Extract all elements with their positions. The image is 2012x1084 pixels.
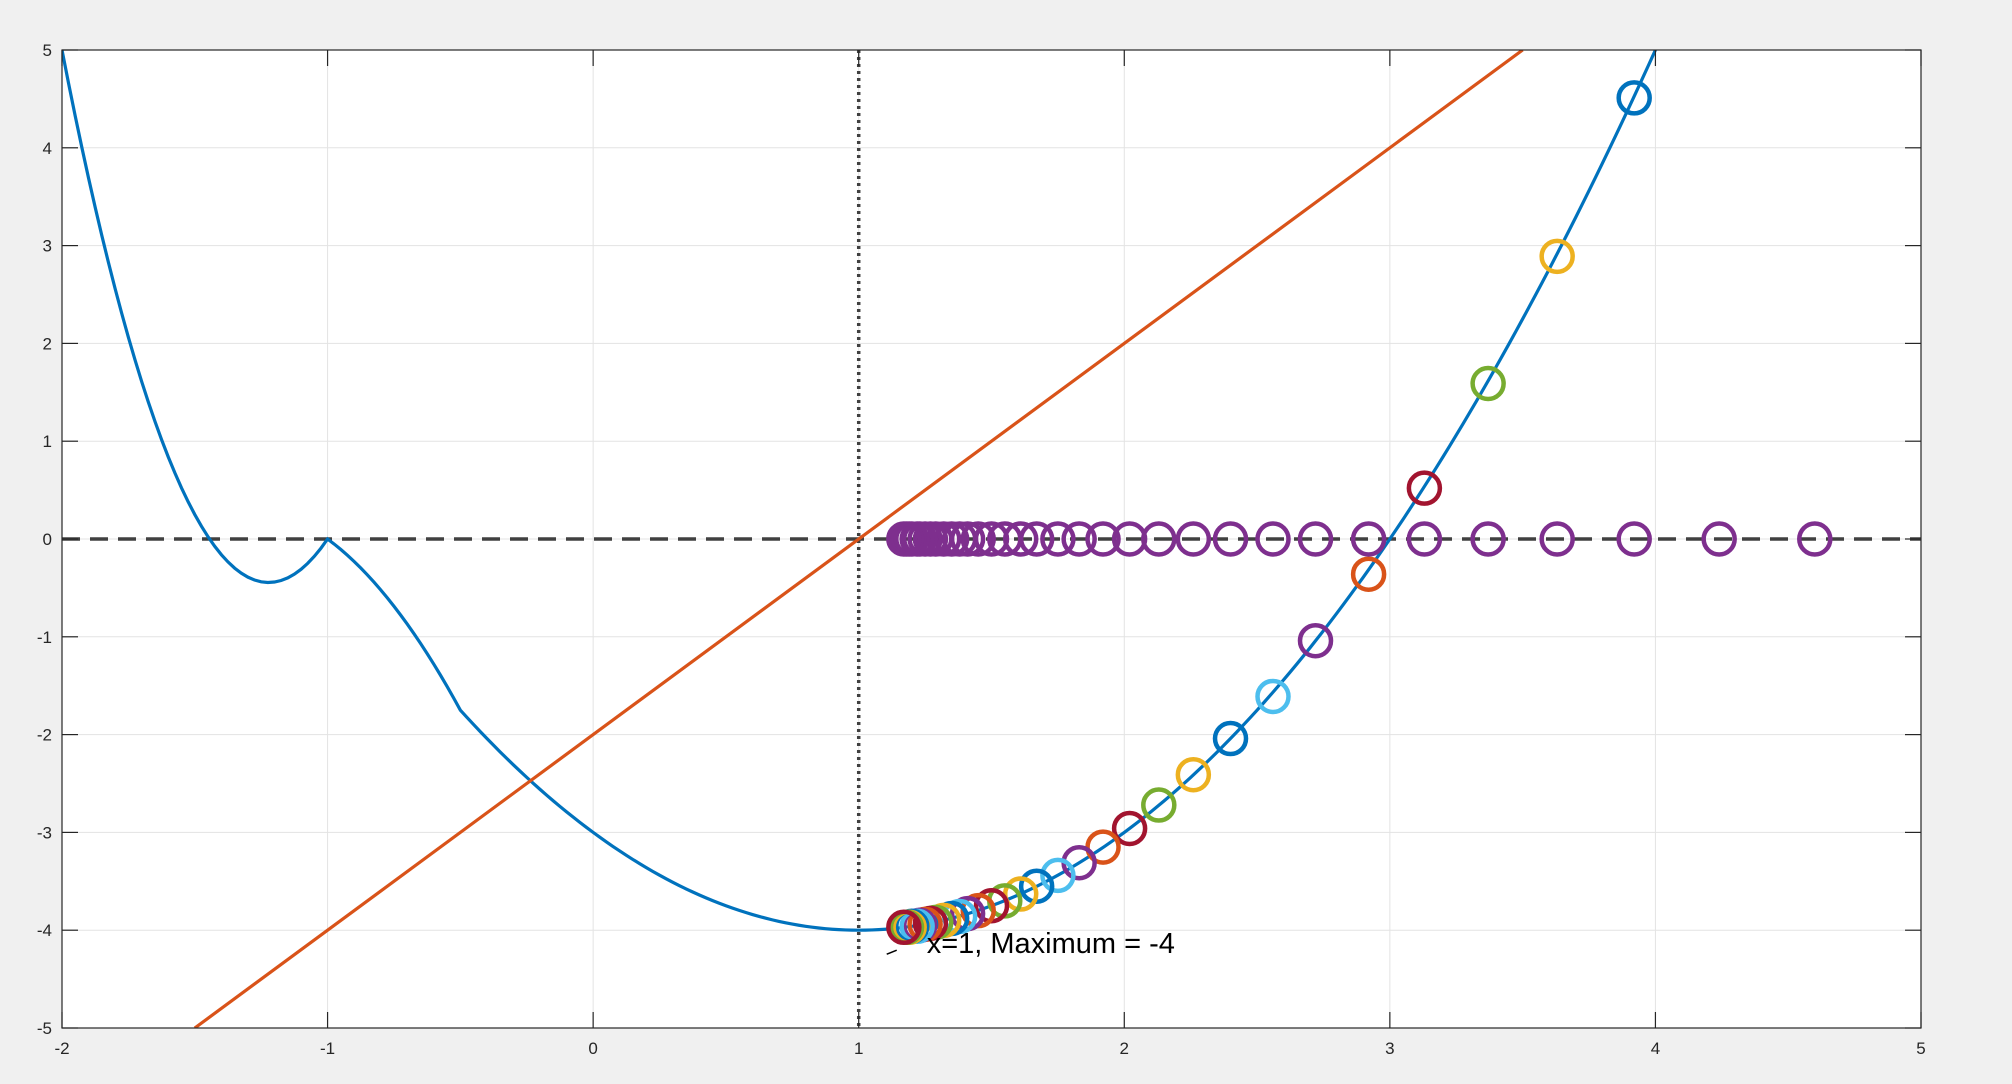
circle-marker [1040,521,1076,557]
circle-marker [1040,857,1076,894]
circle-marker [1085,829,1121,865]
circle-marker [1111,521,1148,557]
circle-marker [1297,521,1334,557]
circle-marker [1406,521,1443,557]
circle-marker [1111,810,1148,847]
circle-marker [1616,521,1652,557]
y-tick-label: 3 [43,237,52,256]
series-line-1 [193,50,1524,1028]
circle-marker [1470,365,1506,402]
circle-marker [1212,521,1249,557]
x-tick-label: -1 [320,1039,335,1058]
y-tick-label: -5 [37,1019,52,1038]
circle-marker [1350,521,1387,557]
x-tick-label: -2 [54,1039,69,1058]
circle-marker [1297,622,1334,659]
circle-marker [1797,521,1833,557]
circle-marker [1255,521,1291,557]
series-line-0 [62,50,1657,932]
y-tick-label: -4 [37,921,52,940]
circle-marker [1141,787,1177,823]
circle-marker [1085,521,1121,557]
circle-marker [1350,556,1387,592]
circle-marker [1002,876,1039,912]
y-tick-label: 1 [43,432,52,451]
annotations: x=1, Maximum = -4 [886,928,1175,960]
y-tick-label: 0 [43,530,52,549]
x-tick-label: 3 [1385,1039,1394,1058]
axis-ticks: -2 -1 0 1 2 3 4 5 -5 -4 -3 -2 -1 0 1 2 3 4 5 [37,41,1926,1058]
circle-marker [886,521,922,557]
circle-marker [960,521,996,557]
annotation-arrow [886,949,897,955]
plot-series [62,50,1833,1028]
x-tick-label: 1 [854,1039,863,1058]
y-tick-label: -2 [37,726,52,745]
circle-marker [987,521,1023,557]
y-tick-label: 5 [43,41,52,60]
circle-marker [1061,521,1097,557]
circle-marker [1539,238,1575,275]
y-tick-label: 4 [43,139,52,158]
circle-marker [1255,678,1291,715]
circle-marker [1175,756,1212,793]
circle-marker [1212,720,1249,757]
circle-marker [886,909,922,946]
circle-marker [1616,80,1652,116]
circle-marker [1406,470,1443,506]
circle-marker [1701,521,1737,557]
circle-marker [1175,521,1212,557]
circle-marker [1539,521,1575,557]
circle-marker [1470,521,1506,557]
y-tick-label: -3 [37,823,52,842]
x-tick-label: 2 [1120,1039,1129,1058]
x-tick-label: 0 [588,1039,597,1058]
x-tick-label: 5 [1916,1039,1925,1058]
y-tick-label: -1 [37,628,52,647]
y-tick-label: 2 [43,334,52,353]
annotation-text: x=1, Maximum = -4 [927,928,1175,960]
x-tick-label: 4 [1651,1039,1660,1058]
